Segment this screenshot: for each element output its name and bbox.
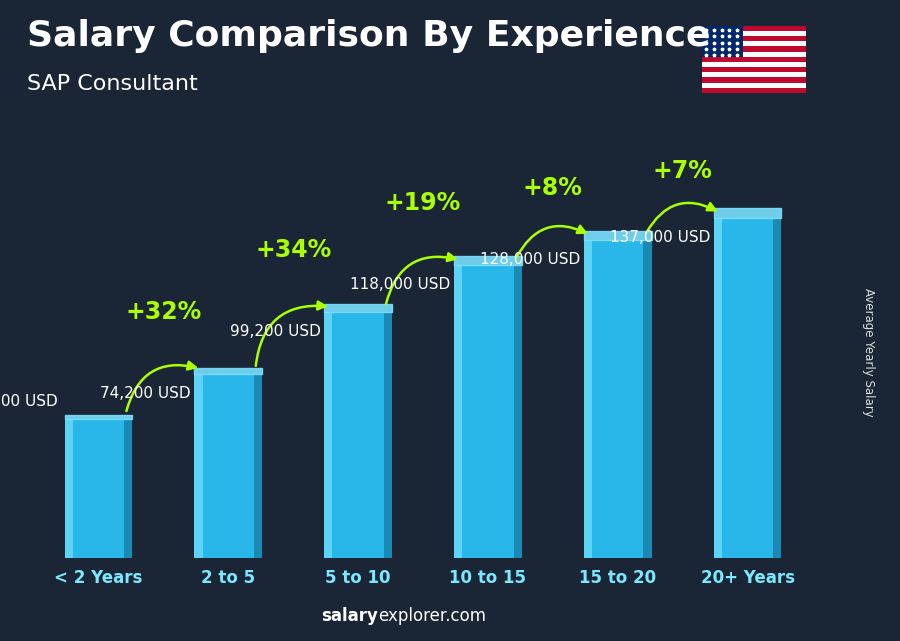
Polygon shape <box>454 256 522 265</box>
Bar <box>722 218 773 558</box>
Bar <box>702 88 806 93</box>
Bar <box>644 240 652 558</box>
Text: +8%: +8% <box>523 176 583 201</box>
Bar <box>702 46 806 51</box>
Bar <box>463 265 514 558</box>
Text: +7%: +7% <box>652 159 713 183</box>
Bar <box>383 312 392 558</box>
Bar <box>773 218 781 558</box>
Bar <box>584 240 592 558</box>
Bar <box>73 419 124 558</box>
Bar <box>702 62 806 67</box>
Bar <box>702 56 806 62</box>
Text: Salary Comparison By Experience: Salary Comparison By Experience <box>27 19 710 53</box>
Text: 99,200 USD: 99,200 USD <box>230 324 320 339</box>
Polygon shape <box>584 231 652 240</box>
Bar <box>454 265 463 558</box>
Bar <box>702 31 806 36</box>
Bar <box>324 312 332 558</box>
Bar <box>702 67 806 72</box>
Text: salary: salary <box>321 607 378 625</box>
Text: explorer.com: explorer.com <box>378 607 486 625</box>
Polygon shape <box>65 415 132 419</box>
Bar <box>254 374 262 558</box>
Bar <box>702 72 806 78</box>
Bar <box>592 240 644 558</box>
Bar <box>332 312 383 558</box>
Polygon shape <box>324 304 392 312</box>
Bar <box>65 419 73 558</box>
Bar <box>194 374 202 558</box>
Text: Average Yearly Salary: Average Yearly Salary <box>862 288 875 417</box>
Bar <box>702 26 806 31</box>
Bar <box>714 218 722 558</box>
Text: +19%: +19% <box>385 191 461 215</box>
Text: 118,000 USD: 118,000 USD <box>350 278 450 292</box>
Bar <box>702 83 806 88</box>
Text: +34%: +34% <box>255 238 331 262</box>
Bar <box>124 419 132 558</box>
Bar <box>702 51 806 56</box>
Text: 56,000 USD: 56,000 USD <box>0 394 58 409</box>
Bar <box>514 265 522 558</box>
Bar <box>702 36 806 41</box>
Polygon shape <box>194 368 262 374</box>
Text: SAP Consultant: SAP Consultant <box>27 74 198 94</box>
Text: 74,200 USD: 74,200 USD <box>100 386 191 401</box>
Bar <box>202 374 254 558</box>
Text: 128,000 USD: 128,000 USD <box>480 253 580 267</box>
Text: +32%: +32% <box>125 300 202 324</box>
Bar <box>702 26 743 56</box>
Bar <box>702 41 806 46</box>
Text: 137,000 USD: 137,000 USD <box>609 230 710 245</box>
Polygon shape <box>714 208 781 218</box>
Bar <box>702 78 806 83</box>
